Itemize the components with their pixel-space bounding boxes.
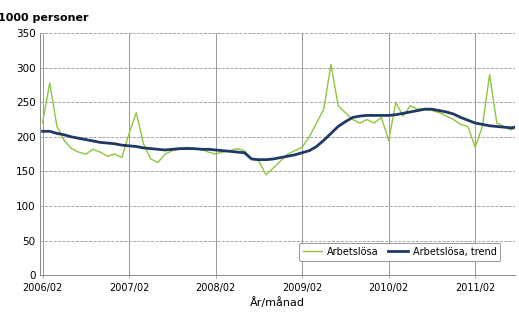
Arbetslösa bbox=[328, 62, 334, 66]
Arbetslösa bbox=[436, 111, 442, 115]
Arbetslösa, trend bbox=[479, 123, 485, 126]
Arbetslösa, trend bbox=[436, 109, 442, 112]
Arbetslösa bbox=[494, 121, 500, 125]
X-axis label: År/månad: År/månad bbox=[250, 297, 305, 308]
Arbetslösa bbox=[400, 114, 406, 118]
Arbetslösa bbox=[263, 173, 269, 177]
Arbetslösa, trend bbox=[494, 124, 500, 128]
Arbetslösa bbox=[39, 121, 46, 125]
Legend: Arbetslösa, Arbetslösa, trend: Arbetslösa, Arbetslösa, trend bbox=[299, 243, 500, 261]
Arbetslösa bbox=[378, 116, 385, 119]
Line: Arbetslösa, trend: Arbetslösa, trend bbox=[43, 109, 519, 160]
Text: 1000 personer: 1000 personer bbox=[0, 13, 88, 23]
Arbetslösa, trend bbox=[393, 113, 399, 117]
Arbetslösa bbox=[479, 124, 485, 128]
Arbetslösa, trend bbox=[256, 158, 262, 162]
Arbetslösa, trend bbox=[421, 107, 428, 111]
Arbetslösa, trend bbox=[486, 124, 493, 128]
Arbetslösa, trend bbox=[39, 129, 46, 133]
Arbetslösa bbox=[486, 73, 493, 76]
Line: Arbetslösa: Arbetslösa bbox=[43, 64, 519, 175]
Arbetslösa, trend bbox=[371, 114, 377, 117]
